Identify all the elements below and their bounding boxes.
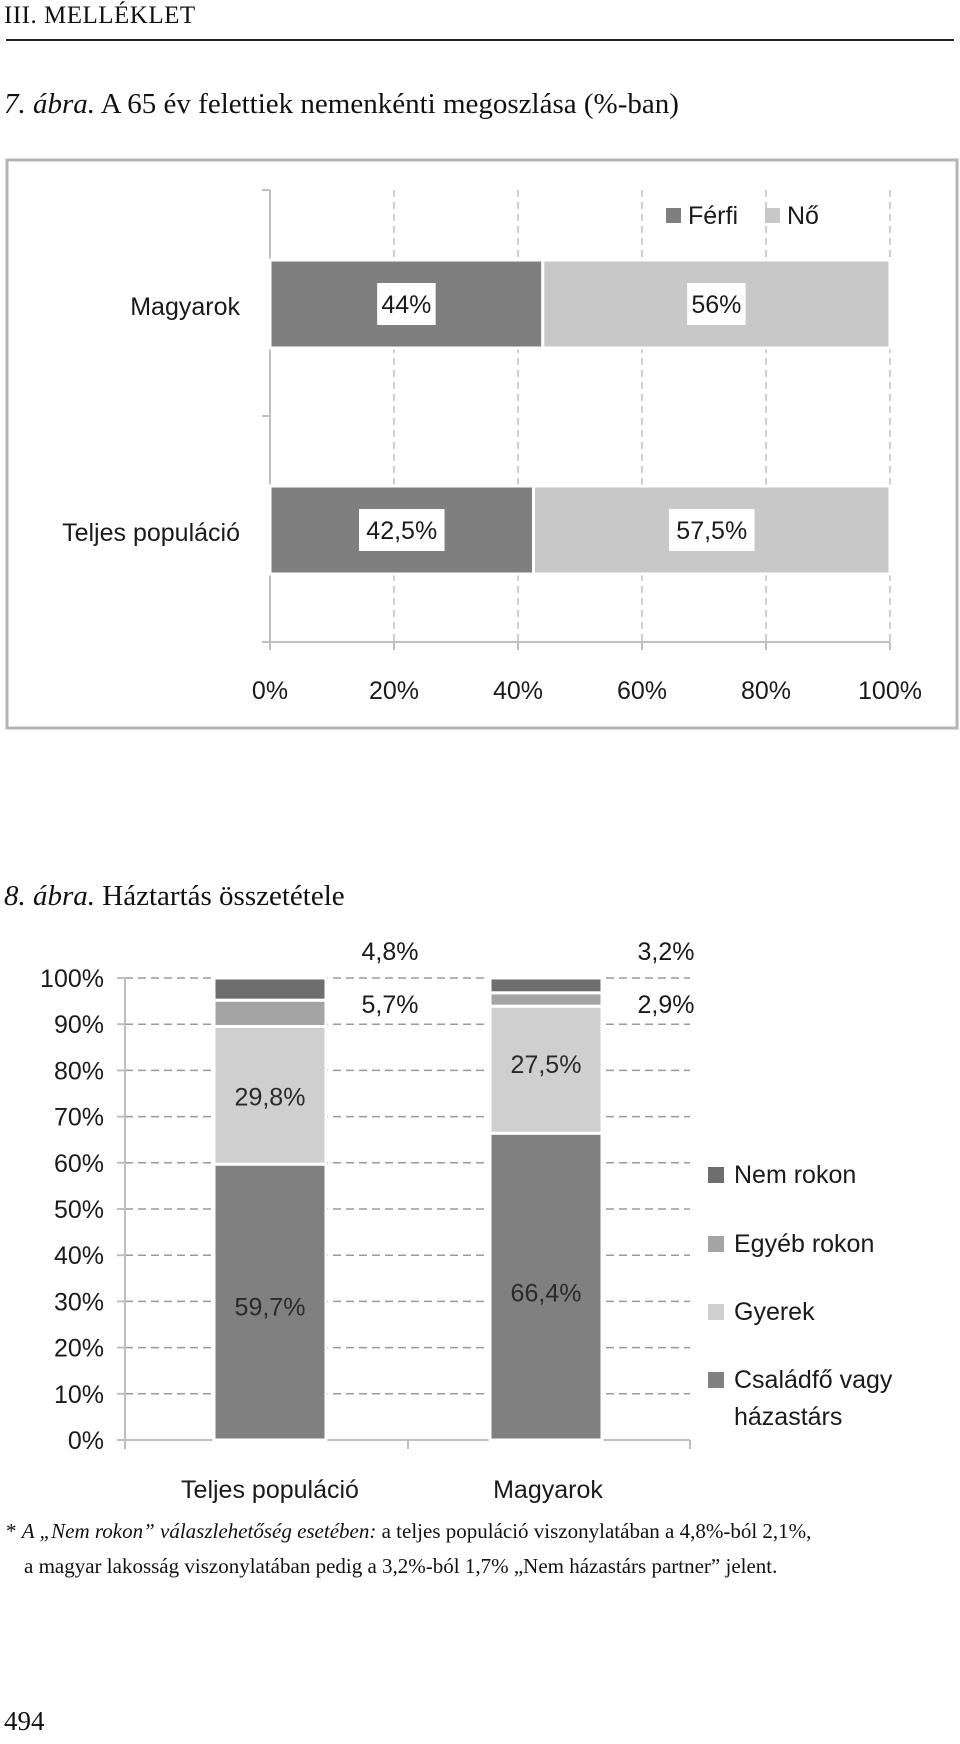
figure8-title: 8. ábra. Háztartás összetétele (4, 880, 345, 913)
figure7-title-text: A 65 év felettiek nemenkénti megoszlása … (100, 88, 679, 120)
footnote-line1-rest: a teljes populáció viszonylatában a 4,8%… (376, 1519, 812, 1543)
chart2-y-tick-label: 50% (54, 1196, 104, 1224)
chart1-x-tick-label: 0% (252, 677, 288, 705)
chart2-legend-label: Gyerek (734, 1298, 815, 1326)
footnote-italic: A „Nem rokon” válaszlehetőség esetében: (21, 1519, 377, 1543)
footnote-line2: a magyar lakosság viszonylatában pedig a… (24, 1554, 778, 1578)
chart2-data-label: 4,8% (362, 938, 419, 966)
chart1-legend-swatch (666, 208, 681, 223)
chart1-category-label: Magyarok (130, 293, 240, 321)
chart2-bar-egyeb-rokon (212, 998, 328, 1029)
chart2-y-tick-label: 30% (54, 1288, 104, 1316)
chart1-data-label-bg (377, 283, 436, 325)
chart1-frame (5, 158, 959, 730)
figure8-label: 8. ábra. (4, 880, 96, 912)
chart2-y-tick-label: 80% (54, 1057, 104, 1085)
chart2-legend-swatch (708, 1167, 724, 1183)
page-header: III. MELLÉKLET (4, 2, 196, 29)
chart2-data-label: 2,9% (638, 991, 695, 1019)
figure7-label: 7. ábra. (4, 88, 96, 120)
chart2-legend-swatch (708, 1236, 724, 1252)
chart2-y-tick-label: 20% (54, 1335, 104, 1363)
chart1-x-tick-label: 100% (858, 677, 922, 705)
chart1-data-label: 44% (381, 291, 431, 319)
chart2-data-label: 59,7% (235, 1293, 306, 1321)
chart1-x-tick-label: 80% (741, 677, 791, 705)
chart2-y-tick-label: 40% (54, 1242, 104, 1270)
chart2-bar-nem-rokon (488, 976, 604, 995)
chart2-category-label: Magyarok (493, 1476, 603, 1504)
chart2-legend-label: Egyéb rokon (734, 1230, 874, 1258)
chart1-x-tick-label: 40% (493, 677, 543, 705)
chart2-legend-label: Nem rokon (734, 1161, 856, 1189)
chart1-category-label: Teljes populáció (62, 519, 240, 547)
chart2-data-label: 5,7% (362, 991, 419, 1019)
chart2-y-tick-label: 0% (68, 1427, 104, 1455)
footnote-line1: * A „Nem rokon” válaszlehetőség esetében… (6, 1514, 954, 1549)
chart1-data-label: 56% (691, 291, 741, 319)
chart2-data-label: 29,8% (235, 1084, 306, 1112)
chart1-x-tick-label: 20% (369, 677, 419, 705)
figure8-title-text: Háztartás összetétele (102, 880, 345, 912)
chart2-bar-csaladfo (488, 1131, 604, 1442)
chart2-bar-nem-rokon (212, 976, 328, 1002)
chart2-bar-gyerek (212, 1025, 328, 1166)
chart2-bar-egyeb-rokon (488, 991, 604, 1008)
chart1-legend-swatch (765, 208, 780, 223)
footnote: * A „Nem rokon” válaszlehetőség esetében… (6, 1514, 954, 1584)
figure7-chart: 0% 20% 40% 60% 80% 100% Magyarok 44% 56% Teljes p… (5, 158, 959, 730)
page-number: 494 (4, 1706, 45, 1736)
chart2-y-tick-label: 60% (54, 1150, 104, 1178)
header-rule (6, 39, 954, 41)
chart2-data-label: 66,4% (511, 1280, 582, 1308)
figure8-chart: 0% 10% 20% 30% 40% 50% 60% 70% 80% 90% 100% Teljes … (40, 938, 893, 1504)
chart2-category-label: Teljes populáció (181, 1476, 359, 1504)
chart2-y-tick-label: 90% (54, 1011, 104, 1039)
chart1-data-label-bg (687, 283, 746, 325)
chart2-y-tick-label: 70% (54, 1104, 104, 1132)
chart2-legend-swatch (708, 1304, 724, 1320)
chart1-data-label: 57,5% (676, 517, 747, 545)
chart1-data-label: 42,5% (366, 517, 437, 545)
footnote-star: * (6, 1519, 22, 1543)
chart1-legend-label: Nő (787, 202, 819, 230)
chart2-legend-label: Családfő vagy (734, 1366, 893, 1394)
chart1-legend-label: Férfi (688, 202, 738, 230)
chart1-data-label-bg (669, 509, 755, 551)
chart2-data-label: 3,2% (638, 938, 695, 966)
chart1-x-tick-label: 60% (617, 677, 667, 705)
chart2-y-tick-label: 100% (40, 965, 104, 993)
chart2-legend-swatch (708, 1372, 724, 1388)
figure7-title: 7. ábra. A 65 év felettiek nemenkénti me… (4, 88, 679, 121)
chart2-data-label: 27,5% (511, 1051, 582, 1079)
chart2-legend-label: házastárs (734, 1403, 842, 1431)
chart2-y-tick-label: 10% (54, 1381, 104, 1409)
chart1-data-label-bg (359, 509, 445, 551)
